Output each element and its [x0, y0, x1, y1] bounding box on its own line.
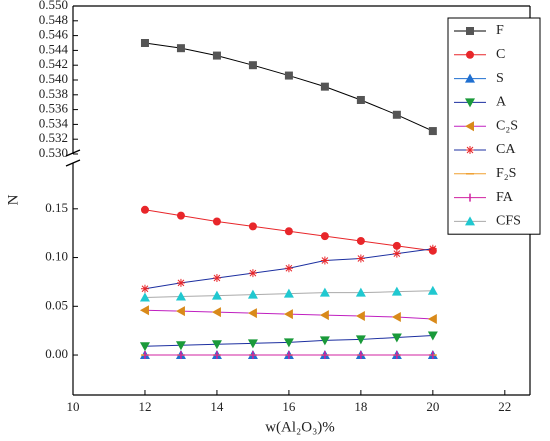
legend-label: F₂S: [496, 166, 516, 181]
y-axis-label: N: [5, 194, 21, 205]
legend-label: S: [496, 71, 504, 86]
legend-label: C₂S: [496, 118, 518, 133]
y-tick-label: 0.544: [39, 41, 69, 56]
x-tick-label: 20: [426, 399, 439, 414]
marker: [247, 289, 258, 299]
marker: [139, 292, 150, 302]
marker: [428, 127, 437, 136]
legend-label: C: [496, 47, 505, 62]
legend-label: CA: [496, 142, 516, 157]
marker: [248, 269, 257, 278]
marker: [248, 61, 257, 70]
marker: [392, 249, 401, 258]
y-tick-label: 0.542: [39, 56, 68, 71]
marker: [175, 341, 186, 351]
y-tick-label: 0.540: [39, 71, 68, 86]
y-tick-label: 0.530: [39, 145, 68, 160]
marker: [247, 308, 257, 319]
marker: [284, 71, 293, 80]
y-tick-label: 0.548: [39, 12, 68, 27]
marker: [320, 232, 329, 241]
y-tick-label: 0.546: [39, 27, 69, 42]
x-tick-label: 16: [282, 399, 296, 414]
x-tick-label: 14: [210, 399, 224, 414]
marker: [356, 236, 365, 245]
series-line: [144, 42, 434, 132]
marker: [284, 264, 293, 273]
y-tick-label: 0.05: [45, 297, 68, 312]
marker: [212, 217, 221, 226]
marker: [465, 216, 475, 226]
x-axis-label: w(Al₂O₃)%: [265, 419, 335, 435]
x-tick-label: 12: [138, 399, 151, 414]
legend-label: F: [496, 23, 504, 38]
marker: [391, 286, 402, 296]
legend-label: FA: [496, 190, 514, 205]
marker: [428, 244, 437, 253]
marker: [465, 73, 475, 83]
marker: [247, 339, 258, 349]
marker: [140, 39, 149, 47]
marker: [427, 285, 438, 295]
y-tick-label: 0.550: [39, 0, 68, 12]
marker: [283, 309, 293, 320]
marker: [176, 44, 185, 53]
marker: [212, 274, 221, 283]
y-tick-label: 0.536: [39, 101, 69, 116]
marker: [211, 290, 222, 300]
marker: [319, 310, 329, 321]
marker: [466, 146, 474, 154]
axis-break: [65, 149, 81, 167]
marker: [140, 284, 149, 293]
marker: [319, 287, 330, 297]
marker: [465, 98, 475, 108]
x-tick-label: 10: [67, 399, 80, 414]
marker: [355, 335, 366, 345]
marker: [176, 278, 185, 287]
marker: [427, 313, 437, 324]
marker: [139, 342, 150, 352]
marker: [466, 50, 474, 59]
marker: [427, 331, 438, 341]
marker: [466, 27, 474, 35]
marker: [391, 333, 402, 343]
x-tick-label: 18: [354, 399, 367, 414]
marker: [283, 288, 294, 298]
marker: [211, 340, 222, 350]
y-tick-label: 0.00: [45, 346, 68, 361]
marker: [175, 306, 185, 317]
x-tick-label: 22: [498, 399, 511, 414]
marker: [140, 205, 149, 214]
marker: [176, 211, 185, 220]
marker: [139, 305, 149, 316]
marker: [320, 256, 329, 265]
marker: [212, 51, 221, 60]
y-tick-label: 0.538: [39, 86, 68, 101]
legend-label: A: [496, 95, 507, 110]
y-tick-label: 0.532: [39, 130, 68, 145]
y-tick-label: 0.10: [45, 249, 68, 264]
marker: [283, 338, 294, 348]
marker: [356, 254, 365, 263]
marker: [284, 227, 293, 236]
marker: [392, 110, 401, 119]
marker: [355, 311, 365, 322]
marker: [356, 95, 365, 104]
y-tick-label: 0.534: [39, 115, 69, 130]
marker: [319, 336, 330, 346]
marker: [391, 312, 401, 323]
y-tick-label: 0.15: [45, 200, 68, 215]
marker: [211, 307, 221, 318]
marker: [248, 222, 257, 231]
marker: [465, 121, 474, 132]
marker: [320, 82, 329, 91]
marker: [175, 291, 186, 301]
marker: [355, 287, 366, 297]
legend-label: CFS: [496, 214, 521, 229]
marker: [392, 241, 401, 250]
